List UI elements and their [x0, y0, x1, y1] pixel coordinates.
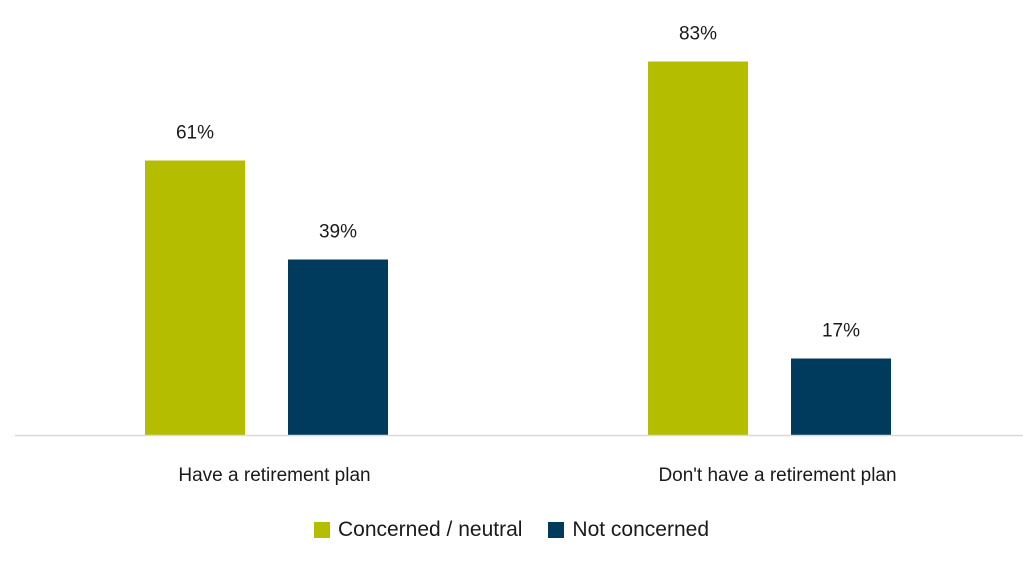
- bar-chart: 61% 39% Have a retirement plan 83% 17% Don't …: [15, 24, 1023, 486]
- legend-swatch-concerned: [313, 522, 330, 538]
- legend: Concerned / neutral Not concerned: [0, 518, 1023, 542]
- data-label-concerned-0: 61%: [176, 123, 214, 144]
- category-label-1: Don't have a retirement plan: [658, 465, 896, 486]
- legend-item-not-concerned: Not concerned: [548, 518, 709, 542]
- data-label-not-concerned-1: 17%: [822, 321, 860, 342]
- data-label-concerned-1: 83%: [679, 24, 717, 45]
- data-label-not-concerned-0: 39%: [319, 222, 357, 243]
- bar-concerned-0: [145, 160, 245, 435]
- category-label-0: Have a retirement plan: [178, 465, 370, 486]
- legend-swatch-not-concerned: [548, 522, 565, 538]
- legend-item-concerned: Concerned / neutral: [313, 518, 523, 542]
- bar-concerned-1: [648, 61, 748, 435]
- bar-not-concerned-1: [791, 358, 891, 435]
- legend-label-concerned: Concerned / neutral: [337, 518, 523, 541]
- bar-not-concerned-0: [288, 259, 388, 435]
- legend-label-not-concerned: Not concerned: [572, 518, 710, 541]
